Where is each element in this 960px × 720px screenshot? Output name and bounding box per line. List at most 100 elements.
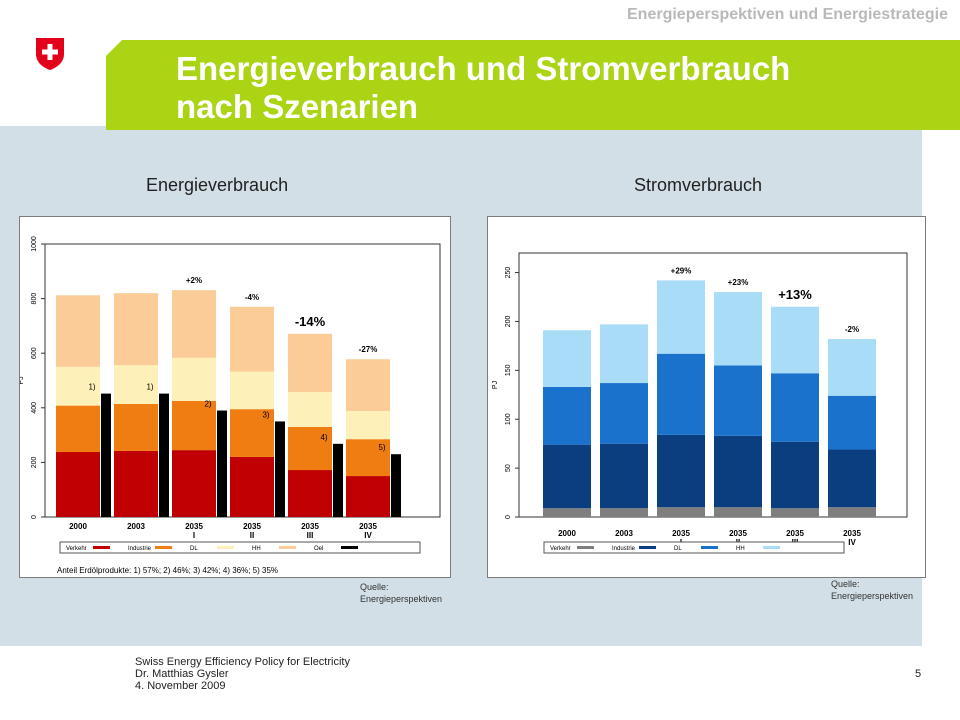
bar-dl-2035-iii (771, 373, 819, 442)
bar-industrie-2035-iii (771, 441, 819, 509)
legend-label-hh: HH (252, 546, 261, 552)
right-source-name: Energieperspektiven (831, 591, 914, 601)
category-label-2035-i: 2035 (185, 522, 203, 531)
oil-share-label: 2) (204, 400, 211, 409)
bar-verkehr-2000 (56, 452, 100, 517)
bar-oel-2000 (101, 393, 111, 517)
oil-share-label: 1) (146, 383, 153, 392)
change-label-2035-ii: +23% (728, 278, 749, 287)
electricity-consumption-chart: 050100150200250PJ20002003+29%2035I+23%20… (492, 252, 908, 554)
y-tick-label: 250 (505, 267, 512, 279)
bar-verkehr-2035-i (172, 450, 216, 517)
y-tick-label: 200 (31, 456, 38, 468)
bar-dl-2003 (600, 383, 648, 444)
swiss-coat-of-arms-icon (36, 38, 64, 70)
bar-verkehr-2035-iii (288, 470, 332, 517)
left-source: Quelle: Energieperspektiven (360, 581, 442, 605)
bar-oel-2035-ii (275, 421, 285, 517)
bar-verkehr-2035-iv (828, 507, 876, 517)
page-number: 5 (915, 668, 922, 680)
bar-hh-2000 (543, 330, 591, 387)
y-tick-label: 100 (505, 413, 512, 425)
category-label-2035-iii: 2035 (786, 529, 804, 538)
category-label-2035-iii: 2035 (301, 522, 319, 531)
y-tick-label: 400 (31, 402, 38, 414)
slide-title: Energieverbrauch und Stromverbrauch nach… (176, 50, 936, 126)
change-label-2035-iv: -27% (359, 345, 378, 354)
bar-hh-2035-i (172, 290, 216, 358)
bar-industrie-2003 (600, 443, 648, 509)
bar-dl-2035-ii (714, 365, 762, 436)
change-label-2035-iii: +13% (778, 287, 812, 302)
oil-share-footnote: Anteil Erdölprodukte: 1) 57%; 2) 46%; 3)… (57, 566, 278, 575)
y-tick-label: 800 (31, 293, 38, 305)
bar-oel-2035-i (217, 410, 227, 517)
right-chart-heading: Stromverbrauch (634, 175, 763, 195)
energy-consumption-chart: 0 200 400 600 800 1000 PJ 1) 2000 1) 2003 2) +2% 2035… (18, 236, 441, 575)
category-label-2000: 2000 (558, 529, 576, 538)
footer: Swiss Energy Efficiency Policy for Elect… (135, 656, 350, 692)
bar-verkehr-2003 (114, 450, 158, 517)
bar-hh-2035-iii (771, 306, 819, 374)
category-label-2035-i: 2035 (672, 529, 690, 538)
legend-label-verkehr: Verkehr (66, 546, 87, 552)
bar-dl-2000 (56, 366, 100, 406)
legend-label-oel: Oel (314, 546, 323, 552)
bar-industrie-2035-iii (288, 426, 332, 471)
category-label-line2: IV (364, 531, 372, 540)
change-label-2035-ii: -4% (245, 293, 259, 302)
bar-oel-2003 (159, 393, 169, 517)
bar-dl-2035-i (172, 357, 216, 401)
bar-industrie-2035-iv (828, 449, 876, 508)
bar-dl-2035-i (657, 353, 705, 435)
category-label-line2: II (250, 531, 254, 540)
category-label-2035-ii: 2035 (729, 529, 747, 538)
bar-verkehr-2035-ii (230, 456, 274, 517)
bar-verkehr-2003 (600, 508, 648, 517)
bar-hh-2035-ii (230, 306, 274, 372)
bar-dl-2000 (543, 386, 591, 445)
bar-dl-2035-iv (346, 411, 390, 440)
right-source: Quelle: Energieperspektiven (831, 578, 913, 602)
category-label-line2: IV (848, 538, 856, 547)
bar-industrie-2035-ii (714, 435, 762, 508)
category-label-line2: I (193, 531, 195, 540)
title-line-2: nach Szenarien (176, 88, 419, 125)
bar-industrie-2035-i (172, 400, 216, 451)
bar-industrie-2003 (114, 403, 158, 451)
bar-dl-2035-iv (828, 395, 876, 450)
legend-label-dl: DL (674, 546, 682, 552)
bar-hh-2035-iv (346, 359, 390, 412)
legend-label-verkehr: Verkehr (550, 546, 571, 552)
change-label-2035-iii: -14% (295, 314, 326, 329)
category-label-2003: 2003 (615, 529, 633, 538)
bar-verkehr-2035-i (657, 507, 705, 517)
change-label-2035-i: +29% (671, 266, 692, 275)
category-label-2035-iv: 2035 (359, 522, 377, 531)
category-label-2000: 2000 (69, 522, 87, 531)
category-label-2035-iv: 2035 (843, 529, 861, 538)
bar-hh-2003 (114, 293, 158, 366)
oil-share-label: 4) (320, 433, 327, 442)
category-label-2003: 2003 (127, 522, 145, 531)
plot-frame (518, 252, 908, 518)
y-tick-label: 50 (505, 464, 512, 472)
y-tick-label: 150 (505, 364, 512, 376)
bar-verkehr-2035-iv (346, 476, 390, 517)
bar-industrie-2035-i (657, 434, 705, 508)
y-tick-label: 0 (31, 515, 38, 519)
bar-dl-2035-ii (230, 371, 274, 410)
title-banner (106, 40, 960, 130)
bar-hh-2000 (56, 295, 100, 367)
footer-line-2: Dr. Matthias Gysler (135, 668, 229, 680)
bar-dl-2035-iii (288, 391, 332, 427)
oil-share-label: 5) (378, 443, 385, 452)
legend-box (543, 541, 845, 554)
electricity-chart-box: 050100150200250PJ20002003+29%2035I+23%20… (487, 216, 926, 578)
title-line-1: Energieverbrauch und Stromverbrauch (176, 50, 791, 87)
bar-hh-2035-iv (828, 339, 876, 396)
change-label-2035-i: +2% (186, 276, 202, 285)
bar-industrie-2000 (56, 405, 100, 453)
legend-box (59, 541, 421, 554)
section-header: Energieperspektiven und Energiestrategie (627, 6, 948, 23)
